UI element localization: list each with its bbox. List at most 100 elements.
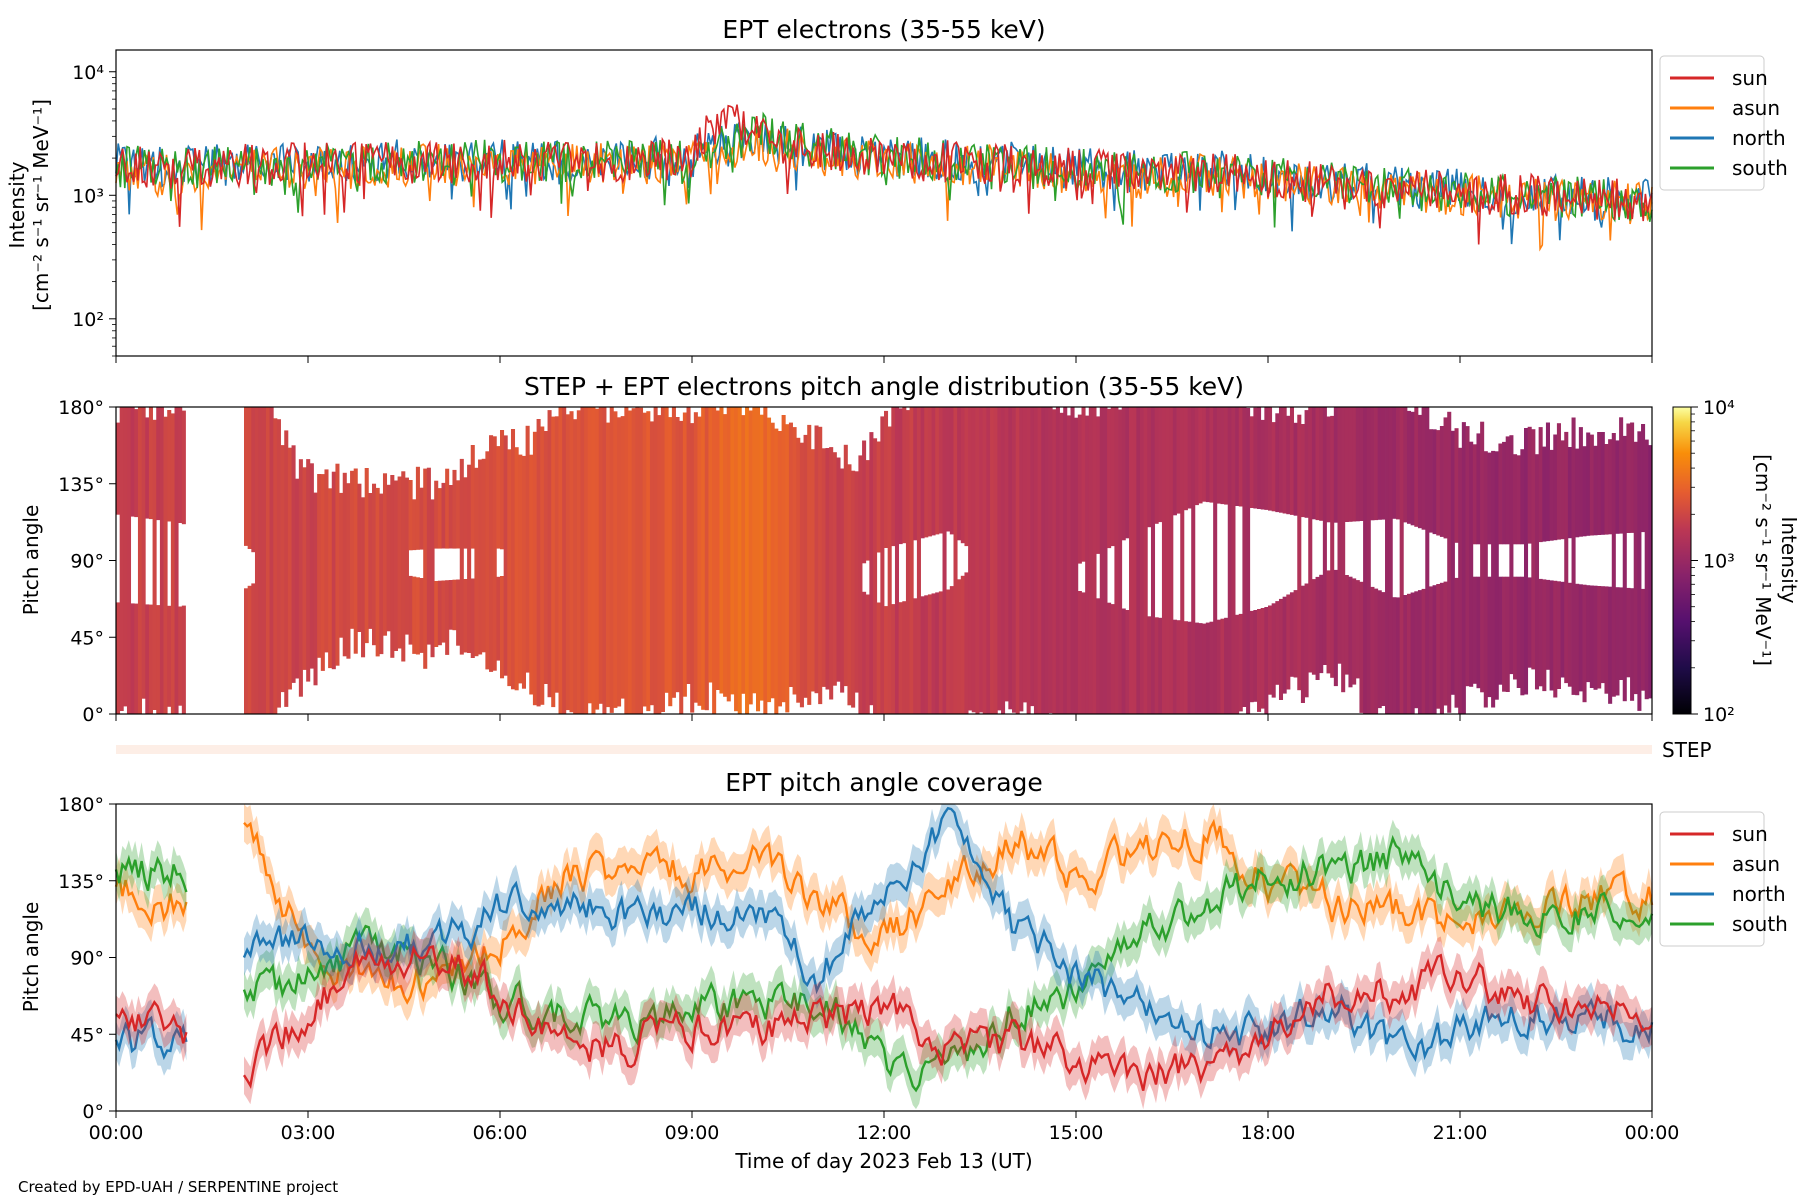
heatmap-cell: [1355, 580, 1360, 679]
heatmap-cell: [1147, 407, 1152, 528]
heatmap-cell: [1531, 429, 1536, 670]
heatmap-cell: [1059, 412, 1064, 714]
heatmap-cell: [1286, 415, 1291, 515]
heatmap-cell: [1191, 407, 1196, 714]
heatmap-cell: [1315, 576, 1320, 680]
heatmap-cell: [1545, 579, 1550, 670]
heatmap-cell: [408, 575, 413, 645]
panel2-ylabel: Pitch angle: [19, 505, 43, 616]
heatmap-cell: [181, 605, 186, 714]
heatmap-cell: [1553, 434, 1558, 541]
heatmap-cell: [1300, 424, 1305, 518]
legend-label-south: south: [1732, 912, 1788, 936]
panel1-legend-entries: sun asun north south: [1670, 66, 1788, 180]
xtick-label: 09:00: [665, 1122, 720, 1144]
heatmap-cell: [1268, 605, 1273, 695]
heatmap-cell: [1264, 407, 1269, 510]
heatmap-cell: [799, 442, 804, 708]
heatmap-cell: [1096, 598, 1101, 714]
panel3-ytick-label: 0°: [82, 1101, 104, 1123]
step-strip-label: STEP: [1662, 738, 1712, 762]
heatmap-cell: [518, 454, 523, 684]
heatmap-cell: [1216, 619, 1221, 714]
heatmap-cell: [1439, 582, 1444, 714]
heatmap-cell: [335, 463, 340, 666]
heatmap-cell: [1169, 407, 1174, 714]
heatmap-cell: [1308, 407, 1313, 673]
heatmap-cell: [756, 407, 761, 712]
heatmap-cell: [1410, 411, 1415, 526]
heatmap-cell: [1238, 613, 1243, 712]
heatmap-cell: [657, 415, 662, 714]
heatmap-cell: [441, 580, 446, 643]
heatmap-cell: [269, 407, 274, 714]
heatmap-cell: [1619, 417, 1624, 534]
panel1-title: EPT electrons (35-55 keV): [722, 15, 1045, 44]
panel3-legend[interactable]: sun asun north south: [1659, 811, 1788, 947]
heatmap-cell: [862, 591, 867, 714]
heatmap-cell: [880, 416, 885, 714]
heatmap-cell: [1578, 584, 1583, 692]
heatmap-cell: [1487, 452, 1492, 545]
heatmap-cell: [1249, 610, 1254, 703]
heatmap-cell: [1560, 581, 1565, 678]
heatmap-cell: [1593, 585, 1598, 690]
heatmap-cell: [536, 419, 541, 707]
step-strip: [116, 745, 1652, 754]
heatmap-cell: [1502, 441, 1507, 545]
heatmap-cell: [1333, 569, 1338, 687]
heatmap-cell: [832, 452, 837, 686]
heatmap-cell: [584, 407, 589, 714]
heatmap-cell: [313, 492, 318, 686]
heatmap-cell: [1611, 433, 1616, 697]
heatmap-cell: [913, 407, 918, 541]
heatmap-cell: [1154, 617, 1159, 714]
heatmap-cell: [1494, 451, 1499, 700]
heatmap-cell: [145, 604, 150, 714]
heatmap-cell: [997, 407, 1002, 711]
heatmap-cell: [562, 407, 567, 714]
heatmap-cell: [1026, 407, 1031, 714]
heatmap-cell: [357, 483, 362, 632]
heatmap-cell: [682, 412, 687, 697]
heatmap-cell: [924, 595, 929, 714]
heatmap-cell: [1037, 407, 1042, 714]
heatmap-cell: [1377, 590, 1382, 709]
heatmap-cell: [1176, 407, 1181, 514]
heatmap-cell: [898, 408, 903, 545]
heatmap-cell: [521, 455, 526, 689]
heatmap-cell: [748, 410, 753, 705]
heatmap-cell: [1567, 582, 1572, 687]
panel1-ylabel-line2: [cm⁻² s⁻¹ sr⁻¹ MeV⁻¹]: [29, 99, 53, 311]
heatmap-cell: [598, 407, 603, 704]
heatmap-cell: [500, 576, 505, 679]
heatmap-cell: [587, 407, 592, 704]
heatmap-cell: [1352, 407, 1357, 522]
heatmap-cell: [1099, 407, 1104, 714]
heatmap-cell: [884, 606, 889, 714]
heatmap-cell: [1571, 417, 1576, 695]
heatmap-cell: [1147, 616, 1152, 714]
heatmap-cell: [1311, 579, 1316, 675]
panel1-legend[interactable]: sun asun north south: [1659, 55, 1788, 191]
heatmap-cell: [774, 428, 779, 714]
xtick-label: 00:00: [1625, 1122, 1680, 1144]
colorbar-tick-label: 10³: [1703, 551, 1735, 573]
heatmap-cell: [898, 602, 903, 714]
heatmap-cell: [156, 605, 161, 714]
heatmap-cell: [953, 407, 958, 714]
heatmap-cell: [1198, 623, 1203, 714]
heatmap-cell: [1439, 426, 1444, 537]
heatmap-cell: [1586, 585, 1591, 683]
heatmap-cell: [558, 407, 563, 714]
heatmap-cell: [1183, 407, 1188, 511]
heatmap-cell: [843, 444, 848, 687]
heatmap-cell: [1194, 407, 1199, 506]
heatmap-cell: [1293, 422, 1298, 516]
panel2-ytick-label: 90°: [70, 551, 104, 573]
heatmap-cell: [152, 419, 157, 710]
heatmap-cell: [1575, 583, 1580, 696]
heatmap-cell: [668, 417, 673, 707]
heatmap-cell: [606, 422, 611, 708]
heatmap-cell: [178, 407, 183, 523]
